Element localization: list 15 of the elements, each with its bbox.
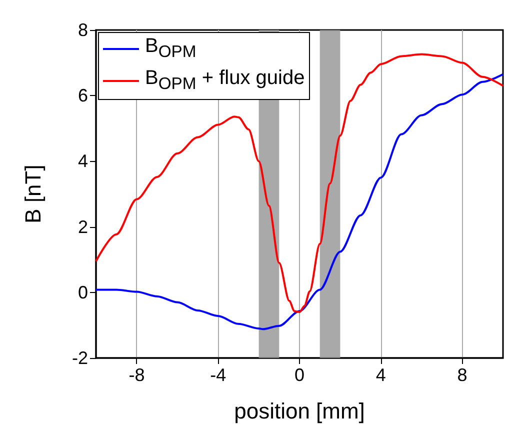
y-tick-label: 8 (78, 20, 88, 40)
y-tick-label: -2 (72, 348, 88, 368)
x-tick-label: -8 (128, 365, 145, 385)
x-tick-label: 0 (294, 365, 305, 385)
legend-label: B$_{OPM}$ + flux guide (145, 66, 305, 95)
x-axis-title: position [mm] (234, 398, 365, 424)
x-tick-label: 8 (457, 365, 468, 385)
y-tick-label: 6 (78, 86, 88, 106)
x-tick-label: -4 (210, 365, 226, 385)
y-axis-title: B [nT] (20, 164, 46, 224)
y-tick-label: 2 (78, 216, 88, 237)
x-tick-label: 4 (376, 365, 386, 385)
y-tick-label: 0 (78, 282, 88, 302)
legend-label: B$_{OPM}$ (145, 34, 196, 63)
y-tick-label: 4 (78, 151, 88, 172)
